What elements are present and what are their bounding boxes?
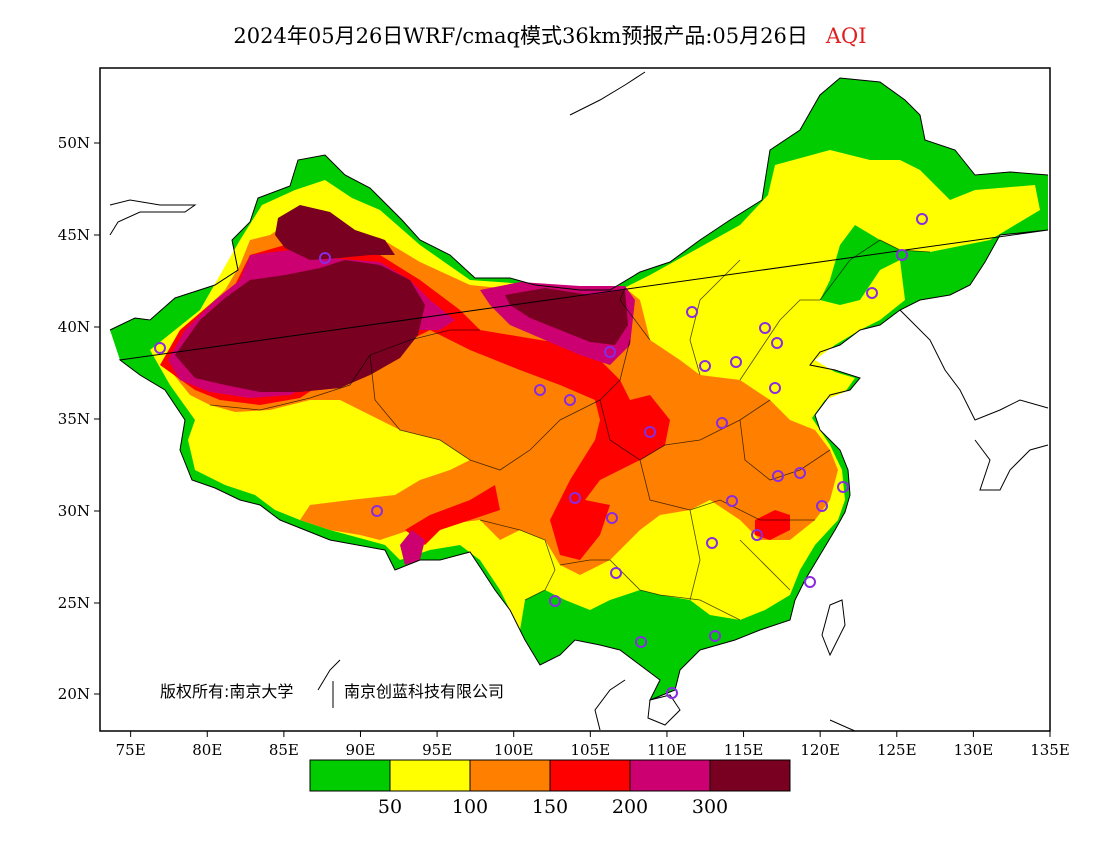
station-marker (604, 346, 616, 358)
station-marker (751, 529, 763, 541)
legend: 50 100 150 200 300 (309, 759, 791, 818)
legend-swatch (389, 759, 471, 792)
station-marker (866, 287, 878, 299)
station-marker (804, 576, 816, 588)
lat-tick-label: 20N (58, 685, 90, 703)
legend-label: 100 (452, 796, 488, 818)
copyright-company: 南京创蓝科技有限公司 (344, 682, 504, 701)
legend-label: 200 (612, 796, 648, 818)
station-marker (371, 505, 383, 517)
zone-very-unhealthy-tibet (400, 530, 425, 565)
station-marker (635, 636, 647, 648)
lon-axis: 75E 80E 85E 90E 95E 100E 105E 110E 115E 120E 125E 1… (116, 731, 1070, 759)
page-title: 2024年05月26日WRF/cmaq模式36km预报产品:05月26日 AQI (0, 20, 1100, 50)
lat-tick-label: 40N (58, 318, 90, 336)
lon-tick-label: 80E (192, 741, 222, 759)
lon-tick-label: 100E (494, 741, 534, 759)
title-text: 2024年05月26日WRF/cmaq模式36km预报产品:05月26日 (233, 24, 808, 48)
lon-tick-label: 95E (422, 741, 452, 759)
station-marker (726, 495, 738, 507)
province-boundaries (209, 239, 931, 621)
legend-swatch (469, 759, 551, 792)
zone-hazardous-junggar (275, 205, 395, 260)
station-marker (771, 337, 783, 349)
station-marker (666, 687, 678, 699)
station-marker (569, 492, 581, 504)
station-marker (772, 470, 784, 482)
lat-tick-label: 50N (58, 134, 90, 152)
legend-label: 50 (378, 796, 402, 818)
lat-tick-label: 25N (58, 594, 90, 612)
lon-tick-label: 85E (269, 741, 299, 759)
station-marker (154, 342, 166, 354)
legend-swatch (629, 759, 711, 792)
legend-swatch (709, 759, 791, 792)
station-marker (686, 306, 698, 318)
map-frame (99, 67, 1051, 732)
station-marker (759, 322, 771, 334)
variable-label: AQI (825, 24, 867, 48)
station-marker (816, 500, 828, 512)
station-marker (730, 356, 742, 368)
zone-unhealthy-east (755, 510, 790, 540)
station-marker (564, 394, 576, 406)
station-marker (644, 426, 656, 438)
map-field (109, 71, 1049, 731)
lon-tick-label: 125E (877, 741, 917, 759)
legend-swatch (549, 759, 631, 792)
lat-tick-label: 35N (58, 410, 90, 428)
zone-hazardous-tarim (175, 260, 425, 392)
station-marker (610, 567, 622, 579)
station-marker (706, 537, 718, 549)
station-markers (154, 213, 928, 699)
station-marker (716, 417, 728, 429)
station-marker (896, 249, 908, 261)
legend-label: 150 (532, 796, 568, 818)
lat-tick-label: 45N (58, 226, 90, 244)
china-outline (109, 77, 1049, 701)
station-marker (916, 213, 928, 225)
lon-tick-label: 75E (116, 741, 146, 759)
station-marker (837, 481, 849, 493)
lon-tick-label: 130E (954, 741, 994, 759)
station-marker (769, 382, 781, 394)
lon-tick-label: 120E (800, 741, 840, 759)
station-marker (709, 630, 721, 642)
station-marker (319, 252, 331, 264)
coastlines (109, 71, 1049, 731)
lon-tick-label: 135E (1030, 741, 1070, 759)
lat-axis: 50N 45N 40N 35N 30N 25N 20N (58, 134, 100, 703)
lon-tick-label: 105E (571, 741, 611, 759)
legend-swatch (309, 759, 391, 792)
lon-tick-label: 90E (345, 741, 375, 759)
station-marker (699, 360, 711, 372)
legend-label: 300 (692, 796, 728, 818)
lat-tick-label: 30N (58, 502, 90, 520)
station-marker (549, 595, 561, 607)
lon-tick-label: 115E (724, 741, 764, 759)
station-marker (534, 384, 546, 396)
copyright-owner: 版权所有:南京大学 (160, 682, 293, 701)
station-marker (606, 512, 618, 524)
lon-tick-label: 110E (647, 741, 687, 759)
zone-unhealthy-south (405, 485, 500, 545)
station-marker (794, 467, 806, 479)
